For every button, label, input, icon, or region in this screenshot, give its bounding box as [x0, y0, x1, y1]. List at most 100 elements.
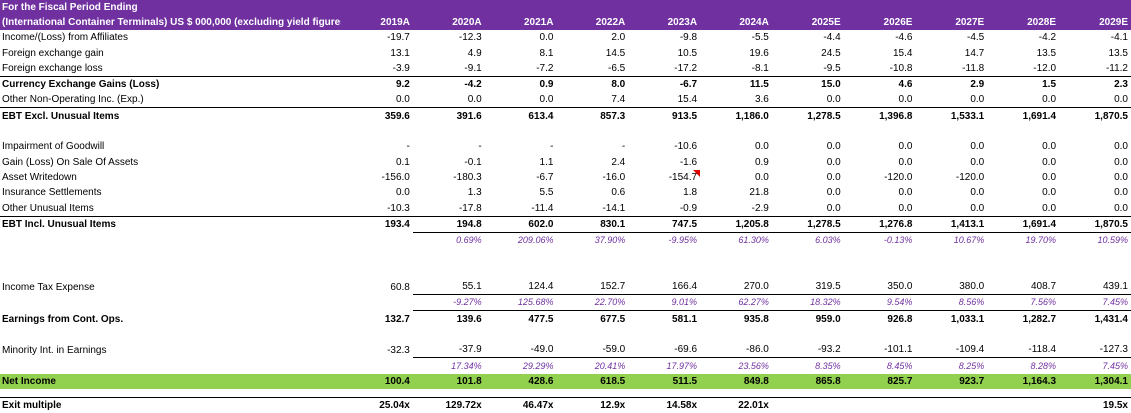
table-subtitle: (International Container Terminals) US $… [0, 15, 342, 30]
header-row-title: For the Fiscal Period Ending [0, 0, 1131, 15]
row-label: EBT Incl. Unusual Items [2, 219, 116, 231]
cell-2019A: -19.7 [387, 32, 410, 44]
table-row-ebt-incl-growth: 0.69% 209.06% 37.90% -9.95% 61.30% 6.03% -0.13… [0, 232, 1131, 248]
cell-2025E: 0.0 [771, 200, 844, 217]
cell-2025E: 0.0 [826, 141, 841, 153]
cell-2029E: 0.0 [1114, 187, 1128, 199]
spacer-row [0, 124, 1131, 139]
cell-2027E: 0.0 [970, 141, 985, 153]
cell-2028E: 0.0 [1042, 156, 1057, 168]
cell-2021A: 125.68% [484, 294, 557, 312]
row-label [0, 295, 341, 311]
cell-2027E: 8.25% [958, 360, 985, 371]
cell-2019A: 193.4 [384, 219, 410, 231]
cell-2020A: 0.69% [456, 235, 482, 246]
cell-2020A: - [478, 141, 482, 153]
cell-2020A: -17.8 [412, 200, 485, 217]
cell-2022A: 0.6 [611, 187, 626, 199]
cell-2021A: 5.5 [539, 187, 554, 199]
cell-2026E: -0.13% [883, 235, 913, 246]
cell-2024A: 19.6 [749, 47, 769, 59]
cell-2021A: 613.4 [528, 110, 554, 122]
cell-2024A: 61.30% [738, 235, 769, 246]
cell-2026E: 926.8 [887, 313, 913, 325]
row-label: Asset Writedown [2, 171, 77, 183]
cell-2019A: 25.04x [341, 396, 413, 413]
cell-2024A: -86.0 [700, 341, 772, 359]
cell-2020A: -4.2 [464, 79, 482, 91]
cell-2020A: -180.3 [453, 171, 482, 183]
cell-2021A: 428.6 [484, 373, 557, 389]
spacer-row [0, 248, 1131, 263]
cell-2027E: 0.0 [915, 92, 988, 109]
cell-2029E: 1,870.5 [1059, 216, 1131, 233]
cell-2021A: 602.0 [484, 216, 557, 233]
table-row-fx-loss: Foreign exchange loss -3.9 -9.1 -7.2 -6.5 -17… [0, 60, 1131, 77]
cell-2021A: 209.06% [517, 235, 554, 246]
cell-2021A: - [550, 141, 554, 153]
cell-2019A: 13.1 [390, 47, 410, 59]
cell-2019A: 0.1 [395, 156, 410, 168]
cell-2026E: 4.6 [898, 79, 913, 91]
cell-2027E: 1,413.1 [915, 216, 988, 233]
cell-2023A: 15.4 [628, 92, 701, 109]
cell-2024A: 0.0 [754, 171, 769, 183]
cell-2020A: 194.8 [412, 216, 485, 233]
cell-2025E: 865.8 [771, 373, 844, 389]
cell-2024A: 0.9 [754, 156, 769, 168]
cell-2027E: -11.8 [915, 60, 988, 77]
cell-2021A: 0.9 [539, 79, 554, 91]
row-label: Income/(Loss) from Affiliates [2, 32, 128, 44]
table-row-exit: Exit multiple 25.04x 129.72x 46.47x 12.9x 14.… [0, 396, 1131, 413]
cell-2024A: 3.6 [700, 92, 772, 109]
table-row-ebt-excl: EBT Excl. Unusual Items 359.6 391.6 613.4 85… [0, 108, 1131, 124]
table-row-tax: Income Tax Expense 60.8 55.1 124.4 152.7 166.… [0, 278, 1131, 296]
cell-2021A: 124.4 [484, 278, 557, 296]
cell-2026E: 0.0 [843, 200, 916, 217]
cell-2024A: 0.0 [754, 141, 769, 153]
cell-2028E: 1,164.3 [987, 373, 1060, 389]
cell-2022A: 677.5 [600, 313, 626, 325]
cell-2024A: 935.8 [743, 313, 769, 325]
cell-2026E: 0.0 [898, 156, 913, 168]
cell-2029E: 7.45% [1102, 360, 1128, 371]
cell-2026E: -101.1 [843, 341, 916, 359]
cell-2029E: 19.5x [1059, 396, 1131, 413]
cell-2022A: - [621, 141, 626, 153]
row-label: Minority Int. in Earnings [2, 344, 107, 356]
cell-2023A: -9.95% [668, 235, 698, 246]
row-label: Impairment of Goodwill [2, 141, 105, 153]
cell-2020A: 129.72x [412, 396, 485, 413]
cell-2028E: -4.2 [1038, 32, 1057, 44]
cell-2021A: 8.1 [539, 47, 554, 59]
cell-2029E: 1,304.1 [1059, 373, 1131, 389]
cell-2024A: 21.8 [749, 187, 769, 199]
cell-2029E: 10.59% [1097, 235, 1128, 246]
cell-2028E: 408.7 [987, 278, 1060, 296]
cell-2020A: -9.1 [412, 60, 485, 77]
cell-2024A: 849.8 [700, 373, 772, 389]
table-row-other-unusual: Other Unusual Items -10.3 -17.8 -11.4 -14.1-… [0, 200, 1131, 217]
cell-2026E: 0.0 [843, 92, 916, 109]
row-label [0, 358, 341, 374]
cell-2028E: 1,691.4 [1022, 110, 1057, 122]
table-row-insurance: Insurance Settlements 0.0 1.3 5.5 0.6 1.8 21.8… [0, 185, 1131, 200]
cell-2021A: 46.47x [484, 396, 557, 413]
cell-2027E: -120.0 [955, 171, 985, 183]
year-header-2023A: 2023A [628, 15, 701, 30]
row-label: Income Tax Expense [2, 281, 95, 293]
cell-2019A: 100.4 [341, 373, 413, 389]
cell-2028E: 0.0 [1042, 187, 1057, 199]
cell-2020A: 101.8 [412, 373, 485, 389]
cell-2021A: -7.2 [484, 60, 557, 77]
cell-2020A: 391.6 [456, 110, 482, 122]
cell-2029E: 13.5 [1108, 47, 1128, 59]
cell-2019A: - [406, 141, 410, 153]
row-label: Currency Exchange Gains (Loss) [2, 79, 160, 91]
year-header-2022A: 2022A [556, 15, 629, 30]
cell-2029E: 0.0 [1059, 200, 1131, 217]
cell-2023A: 913.5 [672, 110, 698, 122]
table-row-fx-gain: Foreign exchange gain 13.1 4.9 8.1 14.5 10.5 1… [0, 45, 1131, 60]
table-row-impairment: Impairment of Goodwill - - - - -10.6 0.0 0.0 0.0… [0, 139, 1131, 154]
cell-2023A: 14.58x [628, 396, 701, 413]
